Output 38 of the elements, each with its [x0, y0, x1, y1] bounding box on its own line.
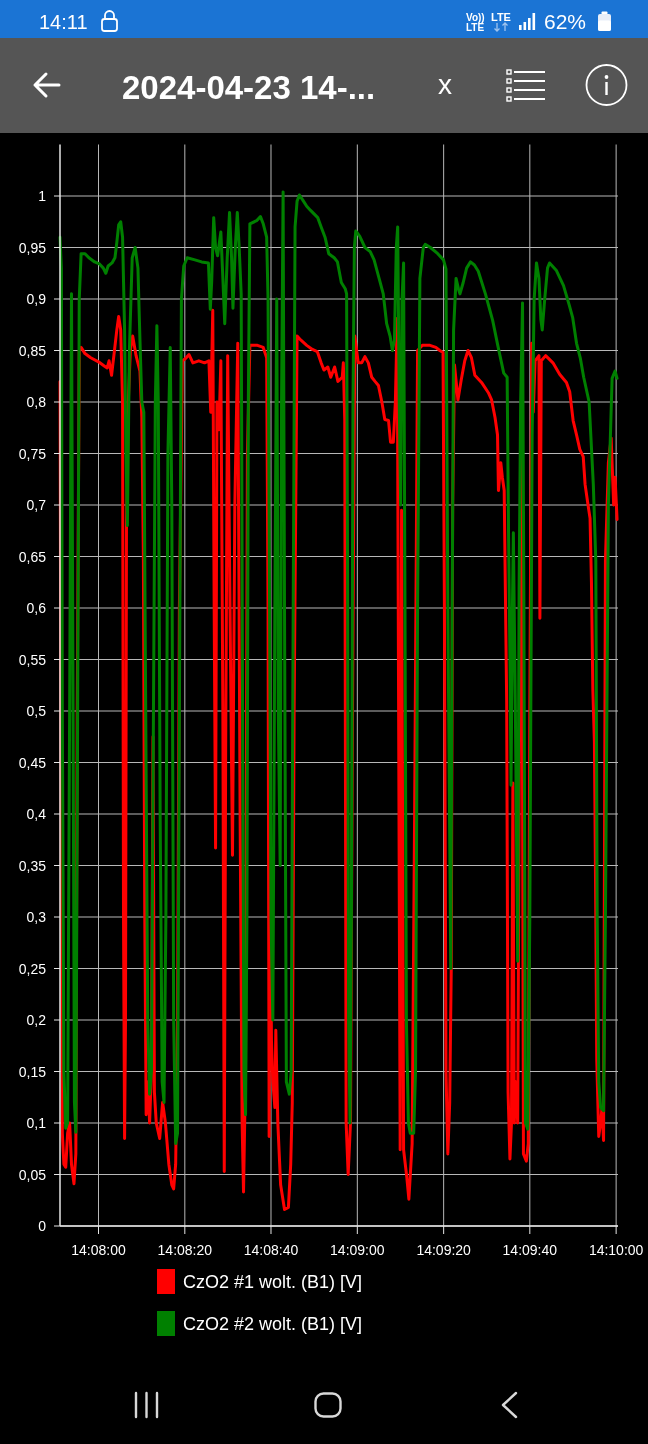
y-tick-label: 0	[38, 1218, 47, 1234]
legend-label: CzO2 #1 wolt. (B1) [V]	[183, 1271, 363, 1292]
x-tick-label: 14:08:20	[157, 1242, 213, 1258]
x-tick-label: 14:08:00	[71, 1242, 126, 1258]
y-tick-label: 0,9	[26, 291, 47, 307]
y-tick-label: 0,5	[26, 703, 47, 719]
text: LTE	[466, 22, 485, 33]
x-tick-label: 14:09:00	[330, 1242, 385, 1258]
text: 62%	[544, 10, 587, 33]
y-tick-label: 0,1	[26, 1115, 47, 1131]
legend-label: CzO2 #2 wolt. (B1) [V]	[183, 1313, 363, 1334]
y-tick-label: 0,15	[18, 1063, 47, 1080]
y-tick-label: 0,65	[18, 548, 47, 565]
y-tick-label: 0,45	[18, 754, 47, 771]
y-tick-label: 0,7	[26, 497, 47, 513]
y-tick-label: 1	[38, 188, 47, 204]
text: Vo))	[466, 12, 485, 23]
text: 14:11	[39, 11, 88, 33]
y-tick-label: 0,8	[26, 394, 47, 410]
y-tick-label: 0,35	[18, 857, 47, 874]
y-tick-label: 0,05	[18, 1166, 47, 1183]
x-tick-label: 14:09:40	[502, 1242, 558, 1258]
y-tick-label: 0,6	[26, 600, 47, 616]
text: LTE	[491, 11, 511, 23]
y-tick-label: 0,95	[18, 239, 47, 256]
y-tick-label: 0,75	[18, 445, 47, 462]
x-tick-label: 14:08:40	[243, 1242, 299, 1258]
y-tick-label: 0,3	[26, 909, 47, 925]
x-tick-label: 14:10:00	[588, 1242, 644, 1258]
y-tick-label: 0,2	[26, 1012, 47, 1028]
x-tick-label: 14:09:20	[416, 1242, 472, 1258]
y-tick-label: 0,85	[18, 342, 47, 359]
chart-title: 2024-04-23 14-...	[122, 69, 376, 106]
text: x	[438, 69, 452, 100]
line-series	[58, 190, 619, 1146]
y-tick-label: 0,25	[18, 960, 47, 977]
y-tick-label: 0,4	[26, 806, 47, 822]
y-tick-label: 0,55	[18, 651, 47, 668]
